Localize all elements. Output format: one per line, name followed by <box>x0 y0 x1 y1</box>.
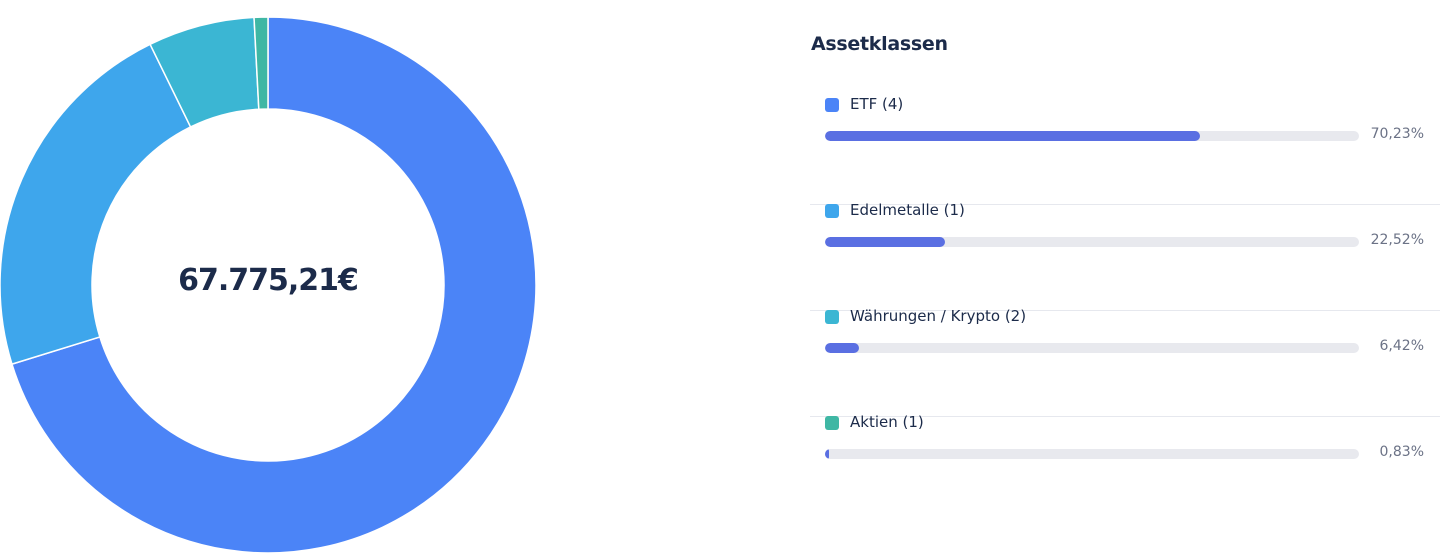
asset-percentage: 70,23% <box>1370 126 1424 142</box>
asset-percentage: 0,83% <box>1379 444 1424 460</box>
etf-color-swatch <box>825 98 839 112</box>
asset-row-aktien[interactable]: Aktien (1) 0,83% <box>810 413 1440 522</box>
progress-track <box>825 237 1359 247</box>
progress-track <box>825 131 1359 141</box>
donut-slice-aktien[interactable] <box>253 16 269 111</box>
asset-row-edelmetalle[interactable]: Edelmetalle (1) 22,52% <box>810 201 1440 311</box>
donut-svg <box>0 16 537 553</box>
donut-slice-etf[interactable] <box>11 16 537 553</box>
asset-row-waehrungen-krypto[interactable]: Währungen / Krypto (2) 6,42% <box>810 307 1440 417</box>
asset-percentage: 6,42% <box>1379 338 1424 354</box>
asset-percentage: 22,52% <box>1370 232 1424 248</box>
edelmetalle-color-swatch <box>825 204 839 218</box>
progress-fill <box>825 343 860 353</box>
asset-label: Aktien (1) <box>850 413 924 431</box>
donut-chart: 67.775,21€ <box>0 0 540 553</box>
progress-fill <box>825 237 946 247</box>
asset-label: Währungen / Krypto (2) <box>850 307 1027 325</box>
waehrungen-krypto-color-swatch <box>825 310 839 324</box>
asset-row-etf[interactable]: ETF (4) 70,23% <box>810 95 1440 205</box>
progress-fill <box>825 449 830 459</box>
donut-slice-edelmetalle[interactable] <box>0 43 192 366</box>
progress-fill <box>825 131 1201 141</box>
asset-label: ETF (4) <box>850 95 904 113</box>
progress-track <box>825 449 1359 459</box>
progress-track <box>825 343 1359 353</box>
aktien-color-swatch <box>825 416 839 430</box>
asset-label: Edelmetalle (1) <box>850 201 965 219</box>
legend-title: Assetklassen <box>811 33 948 55</box>
